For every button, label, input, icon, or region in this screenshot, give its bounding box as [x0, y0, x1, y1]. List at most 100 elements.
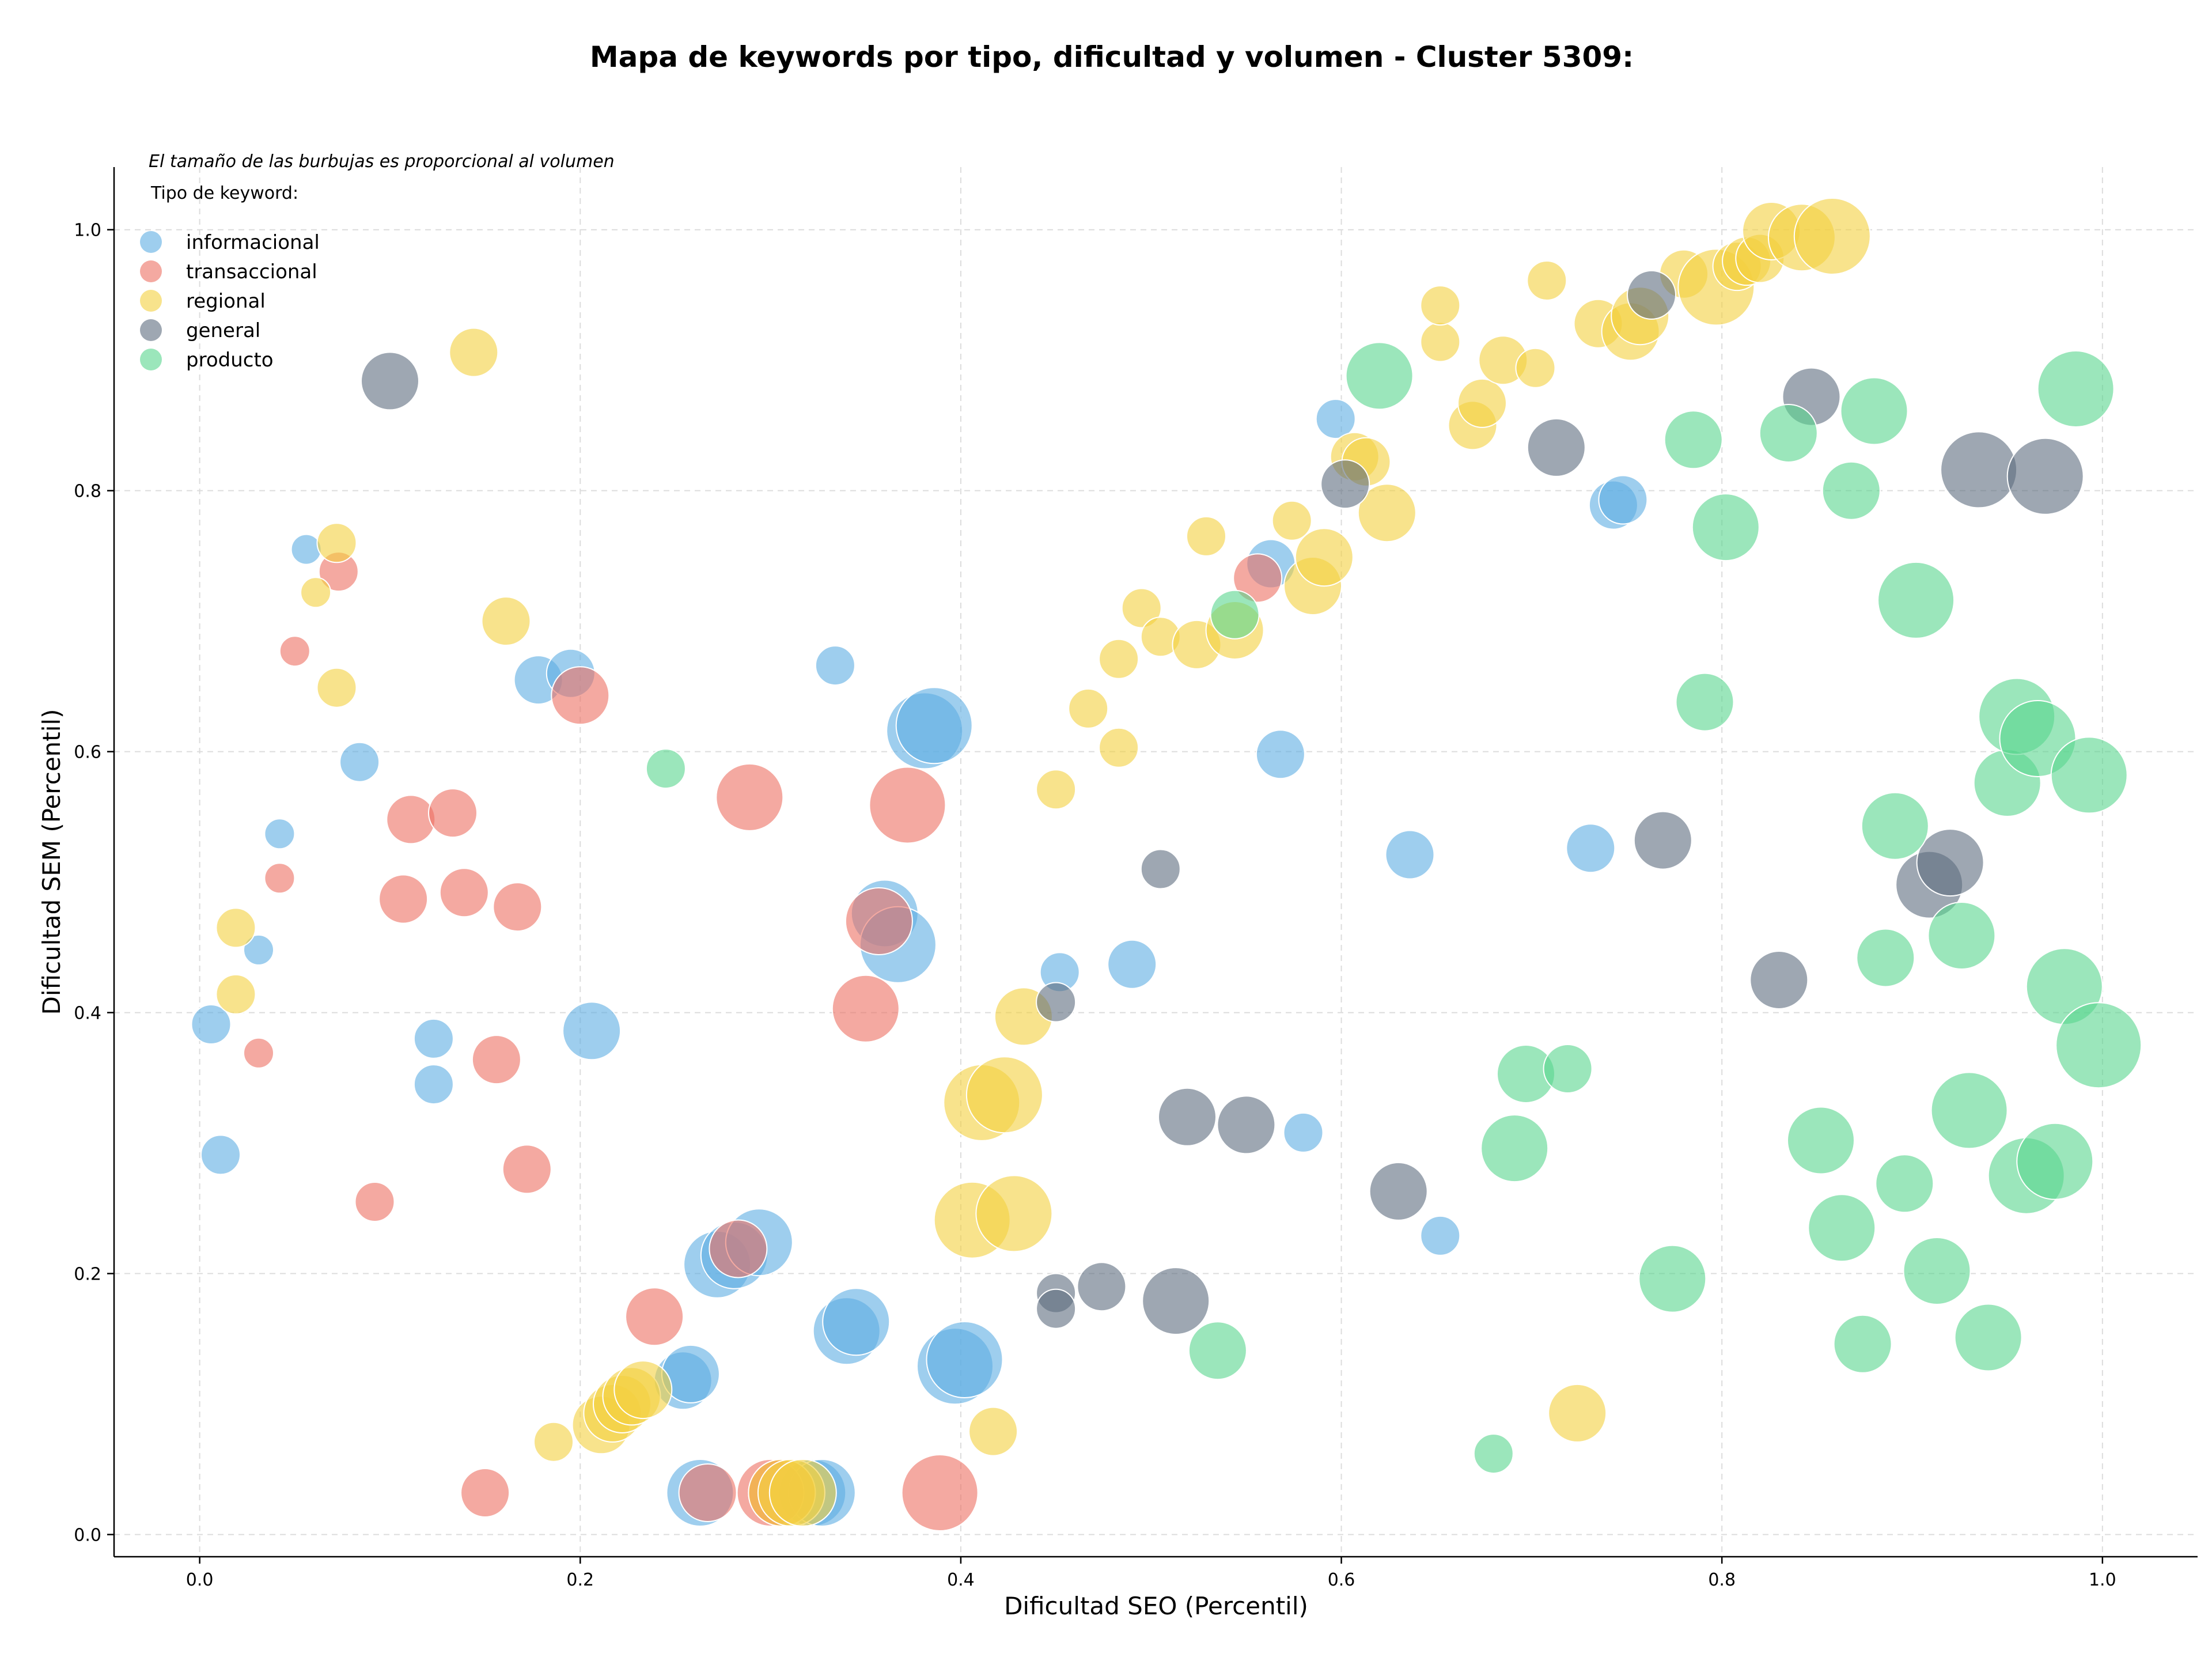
bubble-regional	[613, 1360, 673, 1420]
legend-marker	[140, 290, 162, 312]
bubble-informacional	[562, 1001, 622, 1061]
bubble-producto	[1664, 410, 1723, 470]
legend-item-producto: producto	[140, 349, 274, 372]
bubble-producto	[1954, 1303, 2022, 1372]
bubble-general	[1627, 270, 1676, 320]
bubble-producto	[1821, 461, 1881, 520]
bubble-informacional	[1566, 823, 1616, 873]
legend-item-informacional: informacional	[140, 231, 320, 254]
bubble-producto	[1691, 493, 1760, 562]
bubble-producto	[1930, 1072, 2008, 1149]
bubble-regional	[316, 523, 357, 563]
y-ticks: 0.0 0.2 0.4 0.6 0.8 1.0	[74, 221, 114, 1545]
bubble-informacional	[1255, 729, 1305, 780]
bubble-informacional	[815, 645, 855, 686]
bubble-general	[1140, 849, 1181, 890]
legend-item-transaccional: transaccional	[140, 260, 317, 283]
bubble-informacional	[290, 534, 322, 565]
bubble-transaccional	[715, 763, 784, 831]
x-tick-label: 0.4	[947, 1570, 975, 1590]
bubble-transaccional	[264, 862, 296, 894]
legend-item-general: general	[140, 319, 260, 342]
bubble-general	[1217, 1095, 1276, 1155]
legend-label: transaccional	[186, 260, 317, 283]
x-tick-label: 1.0	[2089, 1570, 2116, 1590]
bubble-producto	[1675, 672, 1734, 732]
bubble-transaccional	[901, 1454, 979, 1531]
bubble-informacional	[926, 1321, 1003, 1398]
series-producto	[645, 342, 2142, 1474]
bubble-informacional	[1315, 399, 1356, 440]
bubble-regional	[1527, 260, 1567, 301]
legend-marker	[140, 349, 162, 370]
bubble-general	[1633, 811, 1692, 870]
series-regional	[215, 198, 1871, 1527]
legend-marker	[140, 260, 162, 282]
y-tick-label: 0.0	[74, 1525, 101, 1545]
bubble-transaccional	[243, 1037, 274, 1069]
legend-label: producto	[186, 349, 274, 372]
legend: El tamaño de las burbujas es proporciona…	[140, 152, 615, 372]
bubble-general	[1142, 1267, 1210, 1335]
bubble-producto	[1840, 377, 1908, 445]
axes	[113, 167, 2198, 1558]
legend-label: regional	[186, 290, 266, 313]
bubble-general	[1077, 1262, 1127, 1312]
bubble-transaccional	[502, 1144, 552, 1194]
bubble-transaccional	[439, 868, 489, 918]
bubble-transaccional	[625, 1287, 684, 1346]
bubbles-layer	[191, 198, 2142, 1531]
bubble-transaccional	[354, 1182, 395, 1222]
bubble-general	[1369, 1161, 1428, 1221]
series-general	[361, 270, 2084, 1335]
legend-label: general	[186, 319, 260, 342]
bubble-regional	[481, 596, 531, 646]
bubble-transaccional	[471, 1035, 521, 1085]
bubble-producto	[2050, 736, 2128, 814]
bubble-producto	[1473, 1433, 1514, 1474]
bubble-regional	[1121, 588, 1162, 629]
bubble-producto	[1787, 1106, 1855, 1175]
bubble-regional	[449, 327, 499, 377]
legend-items: informacional transaccional regional genera…	[140, 231, 320, 372]
bubble-informacional	[200, 1134, 241, 1175]
bubble-transaccional	[279, 635, 310, 667]
bubble-informacional	[191, 1004, 232, 1045]
x-tick-label: 0.6	[1328, 1570, 1355, 1590]
series-transaccional	[243, 551, 1283, 1531]
legend-label: informacional	[186, 231, 320, 254]
bubble-producto	[1480, 1114, 1549, 1183]
bubble-regional	[1420, 285, 1461, 326]
bubble-informacional	[413, 1018, 454, 1059]
bubble-general	[1036, 1288, 1077, 1329]
bubble-regional	[1420, 321, 1461, 362]
bubble-regional	[1793, 198, 1871, 275]
bubble-producto	[1759, 404, 1818, 463]
legend-marker	[140, 319, 162, 341]
bubble-producto	[1833, 1314, 1892, 1374]
bubble-general	[1320, 459, 1370, 509]
bubble-producto	[1345, 342, 1414, 410]
bubble-regional	[1099, 727, 1139, 768]
bubble-transaccional	[831, 974, 900, 1043]
x-tick-label: 0.8	[1708, 1570, 1736, 1590]
bubble-regional	[1186, 516, 1226, 557]
bubble-regional	[1099, 638, 1139, 679]
bubble-producto	[2037, 350, 2115, 427]
bubble-regional	[1357, 483, 1416, 543]
bubble-general	[1036, 982, 1077, 1023]
bubble-informacional	[339, 741, 380, 782]
bubble-informacional	[413, 1064, 454, 1105]
bubble-producto	[645, 748, 686, 789]
bubble-regional	[215, 974, 256, 1015]
bubble-regional	[1294, 528, 1354, 587]
bubble-producto	[1638, 1244, 1707, 1313]
bubble-producto	[2016, 1122, 2094, 1200]
legend-title: Tipo de keyword:	[150, 183, 298, 203]
chart-title: Mapa de keywords por tipo, dificultad y …	[590, 40, 1634, 74]
bubble-producto	[1903, 1237, 1971, 1305]
x-tick-label: 0.0	[186, 1570, 214, 1590]
bubble-informacional	[1385, 830, 1435, 880]
bubble-transaccional	[844, 887, 913, 955]
